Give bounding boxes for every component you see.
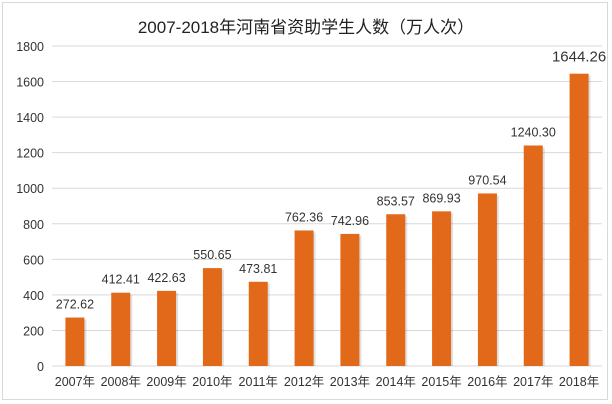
data-label: 1644.26: [552, 49, 606, 66]
x-tick-label: 2013年: [330, 375, 370, 389]
y-tick-label: 200: [23, 324, 44, 338]
bar: [477, 193, 497, 366]
data-label: 550.65: [193, 248, 231, 262]
data-label: 853.57: [377, 194, 415, 208]
bar: [111, 292, 131, 366]
data-label: 869.93: [422, 191, 460, 205]
bar: [65, 317, 85, 366]
data-label: 272.62: [56, 298, 94, 312]
y-tick-label: 0: [37, 360, 44, 374]
bar: [523, 145, 543, 366]
x-tick-label: 2009年: [146, 375, 186, 389]
y-tick-label: 800: [23, 218, 44, 232]
chart-title: 2007-2018年河南省资助学生人数（万人次）: [138, 18, 474, 37]
x-tick-label: 2011年: [239, 375, 278, 389]
x-tick-label: 2010年: [192, 375, 232, 389]
y-tick-label: 1800: [16, 40, 44, 54]
y-tick-label: 1400: [16, 111, 44, 125]
bar: [248, 281, 268, 366]
x-tick-label: 2015年: [421, 375, 461, 389]
x-tick-label: 2014年: [376, 375, 416, 389]
bar: [340, 233, 360, 366]
x-tick-label: 2008年: [101, 375, 141, 389]
bar: [386, 214, 406, 366]
x-tick-label: 2017年: [513, 375, 553, 389]
bar: [157, 290, 177, 366]
bar: [294, 230, 314, 366]
bar: [202, 268, 222, 366]
chart-frame: [2, 2, 608, 400]
y-tick-label: 1600: [16, 76, 44, 90]
bar: [569, 73, 589, 367]
data-label: 422.63: [147, 271, 185, 285]
x-tick-label: 2007年: [55, 375, 95, 389]
y-tick-label: 1000: [16, 182, 44, 196]
x-tick-label: 2012年: [284, 375, 324, 389]
data-label: 742.96: [331, 214, 369, 228]
y-tick-label: 1200: [16, 147, 44, 161]
bar: [432, 211, 452, 366]
data-label: 1240.30: [511, 126, 556, 140]
y-tick-label: 600: [23, 253, 44, 267]
y-tick-label: 400: [23, 289, 44, 303]
data-label: 473.81: [239, 262, 277, 276]
data-label: 970.54: [468, 173, 506, 187]
data-label: 762.36: [285, 210, 323, 224]
x-tick-label: 2016年: [467, 375, 507, 389]
data-label: 412.41: [102, 273, 140, 287]
x-tick-label: 2018年: [559, 375, 599, 389]
